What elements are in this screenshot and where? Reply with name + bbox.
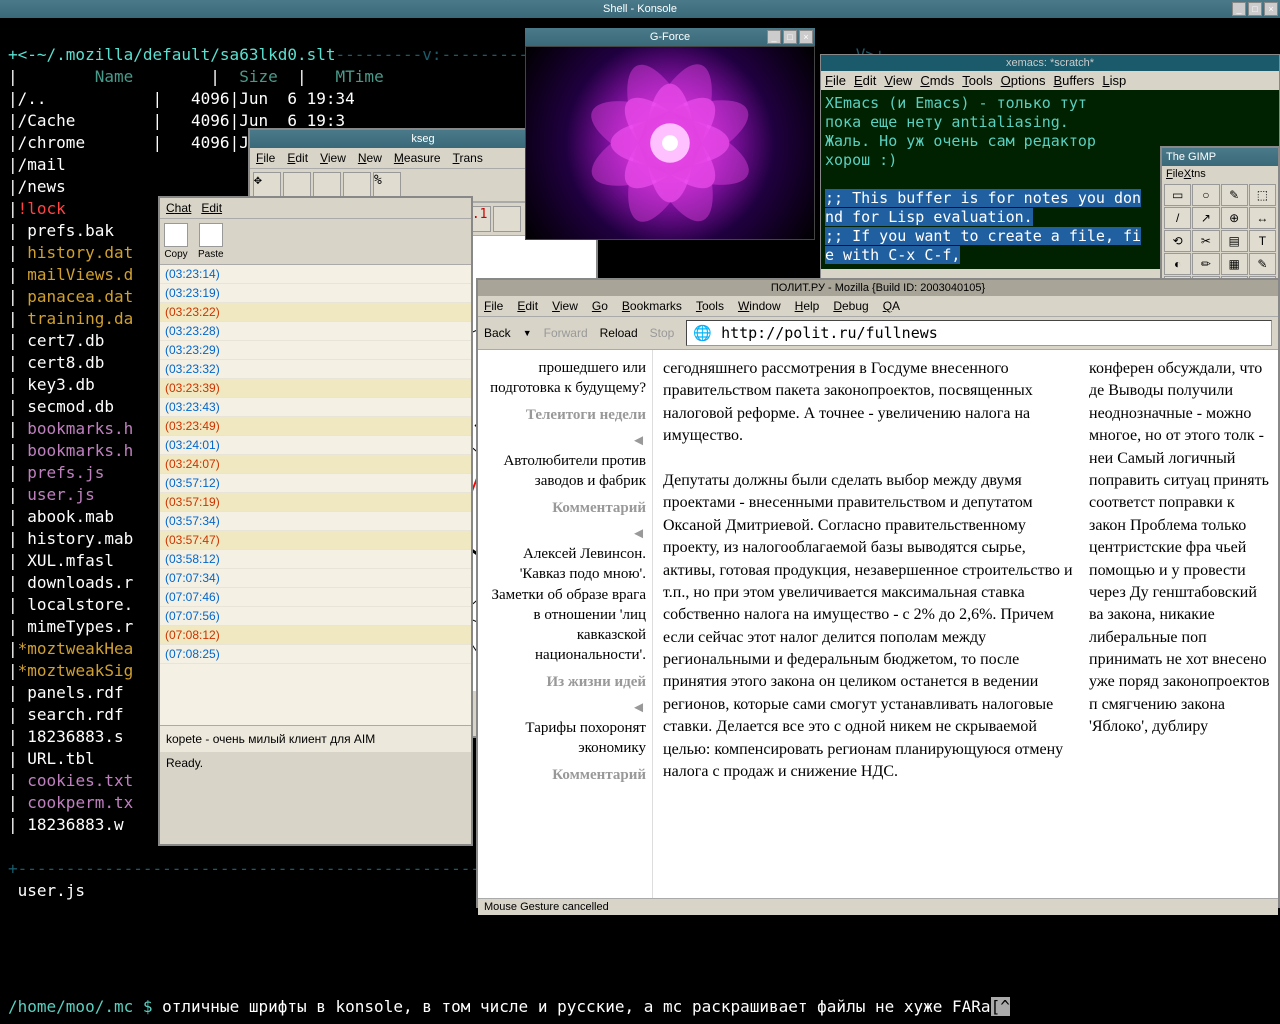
menu-edit[interactable]: Edit [201,201,222,215]
menu-debug[interactable]: Debug [833,299,868,313]
gimp-tool-icon[interactable]: ⬚ [1249,184,1276,206]
menu-buffers[interactable]: Buffers [1053,73,1094,88]
maximize-icon[interactable]: □ [783,30,797,44]
gimp-tool-icon[interactable]: ↔ [1249,207,1276,229]
page-main: сегодняшнего рассмотрения в Госдуме внес… [653,350,1083,898]
gimp-tool-icon[interactable]: ✎ [1221,184,1248,206]
kopete-chat-log[interactable]: (03:23:14)(03:23:19)(03:23:22)(03:23:28)… [160,265,471,725]
page-sidebar: прошедшего или подготовка к будущему? Те… [478,350,653,898]
minimize-icon[interactable]: _ [767,30,781,44]
menu-cmds[interactable]: Cmds [920,73,954,88]
gimp-tool-icon[interactable]: ✎ [1249,253,1276,275]
menu-help[interactable]: Help [795,299,820,313]
menu-chat[interactable]: Chat [166,201,191,215]
move-icon[interactable]: ✥ [253,172,281,198]
menu-tools[interactable]: Tools [962,73,992,88]
menu-xtns[interactable]: Xtns [1184,168,1206,180]
menu-window[interactable]: Window [738,299,781,313]
menu-edit[interactable]: Edit [517,299,538,313]
menu-edit[interactable]: Edit [854,73,876,88]
mc-path: +<-~/.mozilla/default/sa63lkd0.slt [8,45,336,64]
gimp-tool-icon[interactable]: ○ [1192,184,1219,206]
reload-button[interactable]: Reload [600,326,638,340]
gimp-tool-icon[interactable]: ⟲ [1164,230,1191,252]
mozilla-nav-toolbar: Back▼ Forward Reload Stop 🌐 http://polit… [478,316,1278,350]
menu-trans[interactable]: Trans [453,151,483,165]
menu-lisp[interactable]: Lisp [1102,73,1126,88]
menu-file[interactable]: File [1166,168,1184,180]
gimp-menubar[interactable]: FileXtns [1162,166,1278,182]
mozilla-window[interactable]: ПОЛИТ.РУ - Mozilla {Build ID: 2003040105… [476,278,1280,908]
close-icon[interactable]: × [1264,2,1278,16]
gimp-tool-icon[interactable]: ▦ [1221,253,1248,275]
gforce-window[interactable]: G-Force _□× [525,28,815,240]
menu-view[interactable]: View [884,73,912,88]
mozilla-status: Mouse Gesture cancelled [478,898,1278,915]
url-bar[interactable]: 🌐 http://polit.ru/fullnews [686,320,1272,346]
mozilla-menubar[interactable]: File Edit View Go Bookmarks Tools Window Help De… [478,296,1278,316]
xemacs-menubar[interactable]: File Edit View Cmds Tools Options Buffers Lisp [821,71,1279,90]
close-icon[interactable]: × [799,30,813,44]
gimp-tool-icon[interactable]: ▤ [1221,230,1248,252]
gimp-tool-icon[interactable]: ✏ [1192,253,1219,275]
kopete-message-input[interactable]: kopete - очень милый клиент для AIM [160,725,471,752]
minimize-icon[interactable]: _ [1232,2,1246,16]
menu-file[interactable]: File [825,73,846,88]
menu-go[interactable]: Go [592,299,608,313]
kopete-window[interactable]: Chat Edit Copy Paste (03:23:14)(03:23:19)(… [158,196,473,846]
menu-file[interactable]: File [484,299,503,313]
gimp-tool-icon[interactable]: ✂ [1192,230,1219,252]
menu-view[interactable]: View [552,299,578,313]
kopete-toolbar: Copy Paste [160,218,471,265]
gimp-tool-icon[interactable]: ▭ [1164,184,1191,206]
mozilla-page[interactable]: прошедшего или подготовка к будущему? Те… [478,350,1278,898]
konsole-titlebar[interactable]: Shell - Konsole _ □ × [0,0,1280,18]
gimp-tool-icon[interactable]: ↗ [1192,207,1219,229]
forward-button: Forward [544,326,588,340]
paste-button[interactable]: Paste [198,223,224,260]
menu-view[interactable]: View [320,151,346,165]
copy-button[interactable]: Copy [164,223,188,260]
gimp-tool-icon[interactable]: ⊕ [1221,207,1248,229]
menu-bookmarks[interactable]: Bookmarks [622,299,682,313]
back-button[interactable]: Back [484,326,511,340]
kopete-status: Ready. [160,752,471,774]
gimp-tool-icon[interactable]: ◐ [1164,253,1191,275]
mc-selected: user.js [8,881,85,900]
menu-qa[interactable]: QA [883,299,900,313]
menu-file[interactable]: File [256,151,275,165]
page-right-col: конферен обсуждали, что де Выводы получи… [1083,350,1278,898]
menu-edit[interactable]: Edit [287,151,308,165]
menu-new[interactable]: New [358,151,382,165]
gimp-tool-icon[interactable]: T [1249,230,1276,252]
menu-options[interactable]: Options [1001,73,1046,88]
mozilla-title: ПОЛИТ.РУ - Mozilla {Build ID: 2003040105… [478,280,1278,296]
maximize-icon[interactable]: □ [1248,2,1262,16]
menu-measure[interactable]: Measure [394,151,441,165]
xemacs-title: xemacs: *scratch* [821,55,1279,71]
gimp-tool-icon[interactable]: / [1164,207,1191,229]
kopete-menubar[interactable]: Chat Edit [160,198,471,218]
konsole-title: Shell - Konsole [603,3,677,15]
menu-tools[interactable]: Tools [696,299,724,313]
shell-prompt[interactable]: /home/moo/.mc $ отличные шрифты в konsol… [8,997,1272,1016]
stop-button: Stop [650,326,675,340]
gforce-visualizer [525,46,815,240]
